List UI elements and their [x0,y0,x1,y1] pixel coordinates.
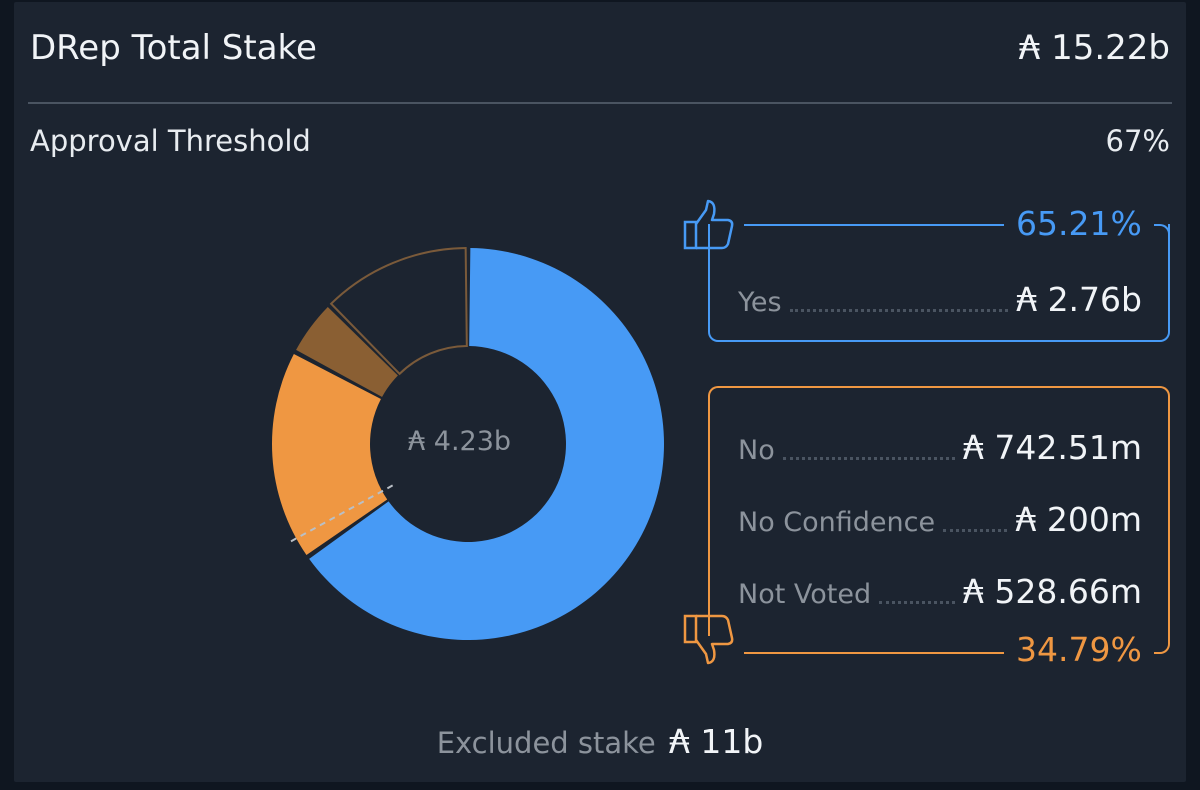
approval-threshold-value: 67% [1105,124,1170,158]
no-row: No ₳ 742.51m [738,428,1142,468]
thumbs-up-icon [683,199,734,250]
excluded-stake-value: ₳ 11b [668,722,764,761]
excluded-stake-label: Excluded stake [436,726,656,760]
total-stake-value: ₳ 15.22b [1018,28,1170,68]
leader-dots [789,309,1009,312]
not-voted-row: Not Voted ₳ 528.66m [738,572,1142,612]
no-confidence-label: No Confidence [738,507,936,538]
donut-center-label: ₳ 4.23b [408,426,512,457]
no-panel-bottom-line [744,652,1144,654]
thumbs-down-icon [683,614,734,665]
not-voted-label: Not Voted [738,579,872,610]
drep-stake-card: DRep Total Stake ₳ 15.22b Approval Thres… [14,2,1186,782]
yes-panel-top-line [744,224,1144,226]
leader-dots [782,457,955,460]
donut-not-voted-segment [329,247,468,376]
leader-dots [943,529,1008,532]
yes-row: Yes ₳ 2.76b [738,280,1142,320]
approval-threshold-label: Approval Threshold [30,124,311,158]
yes-panel-corner [1150,224,1170,244]
stake-donut-chart [272,247,665,641]
donut-no-segment [272,354,388,555]
yes-percent: 65.21% [1004,204,1154,243]
excluded-stake: Excluded stake ₳ 11b [14,722,1186,761]
donut-no-confidence-segment [296,307,398,397]
header-divider [28,102,1172,104]
no-percent: 34.79% [1004,630,1154,669]
leader-dots [879,601,955,604]
yes-panel [708,224,1170,342]
not-voted-value: ₳ 528.66m [962,572,1142,611]
no-confidence-value: ₳ 200m [1015,500,1142,539]
donut-yes-segment [309,248,665,641]
no-label: No [738,435,775,466]
card-title: DRep Total Stake [30,28,317,68]
no-panel [708,386,1170,636]
no-panel-left-edge [708,614,710,622]
yes-label: Yes [738,287,782,318]
yes-value: ₳ 2.76b [1016,280,1142,319]
approval-threshold-marker [286,484,394,545]
no-confidence-row: No Confidence ₳ 200m [738,500,1142,540]
no-value: ₳ 742.51m [962,428,1142,467]
no-panel-corner [1150,634,1170,654]
